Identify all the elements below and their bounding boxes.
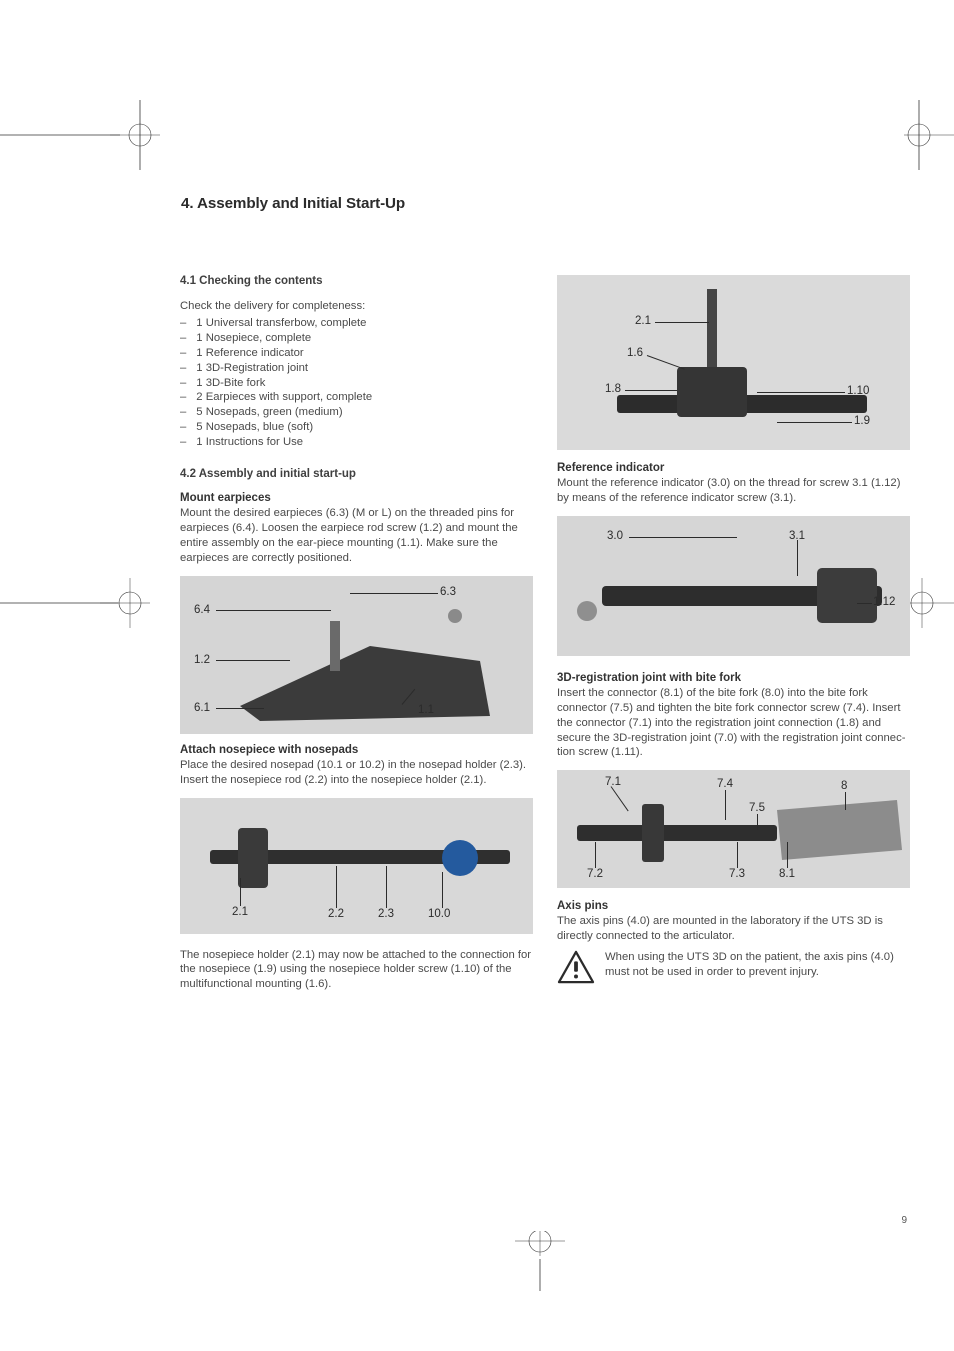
fig-label: 7.1: [605, 776, 621, 788]
heading-4-2: 4.2 Assembly and initial start-up: [180, 468, 533, 480]
list-item: 5 Nosepads, blue (soft): [180, 420, 533, 435]
figure-nosepiece: 2.1 2.2 2.3 10.0: [180, 798, 533, 934]
attach-nosepiece-heading: Attach nosepiece with nosepads: [180, 744, 533, 756]
fig-label: 1.8: [605, 383, 621, 395]
fig-label: 2.1: [635, 315, 651, 327]
fig-label: 7.5: [749, 802, 765, 814]
reference-indicator-heading: Reference indicator: [557, 462, 910, 474]
check-intro: Check the delivery for completeness:: [180, 299, 533, 314]
crop-mark-left: [0, 100, 160, 170]
fig-label: 1.10: [847, 385, 869, 397]
crop-mark-left-mid: [0, 573, 150, 633]
fig-label: 1.12: [873, 596, 895, 608]
fig-label: 1.1: [418, 704, 434, 716]
axis-pins-heading: Axis pins: [557, 900, 910, 912]
fig-label: 8.1: [779, 868, 795, 880]
list-item: 2 Earpieces with support, complete: [180, 390, 533, 405]
warning-icon: [557, 950, 595, 984]
warning-block: When using the UTS 3D on the patient, th…: [557, 950, 910, 984]
fig-label: 3.0: [607, 530, 623, 542]
fig-label: 10.0: [428, 908, 450, 920]
fig-label: 7.3: [729, 868, 745, 880]
fig-label: 1.9: [854, 415, 870, 427]
list-item: 1 Nosepiece, complete: [180, 331, 533, 346]
crop-mark-bottom: [320, 1231, 760, 1291]
registration-joint-text: Insert the connector (8.1) of the bite f…: [557, 686, 910, 761]
warning-text: When using the UTS 3D on the patient, th…: [605, 950, 910, 980]
fig-label: 1.2: [194, 654, 210, 666]
attach-nosepiece-text: Place the desired nosepad (10.1 or 10.2)…: [180, 758, 533, 788]
mount-earpieces-heading: Mount earpieces: [180, 492, 533, 504]
reference-indicator-text: Mount the reference indicator (3.0) on t…: [557, 476, 910, 506]
left-column: 4.1 Checking the contents Check the deli…: [180, 275, 533, 994]
fig-label: 6.3: [440, 586, 456, 598]
list-item: 1 3D-Bite fork: [180, 376, 533, 391]
fig-label: 2.3: [378, 908, 394, 920]
list-item: 5 Nosepads, green (medium): [180, 405, 533, 420]
figure-reference-indicator: 3.0 3.1 1.12: [557, 516, 910, 656]
fig-label: 7.2: [587, 868, 603, 880]
fig-label: 8: [841, 780, 847, 792]
axis-pins-text: The axis pins (4.0) are mounted in the l…: [557, 914, 910, 944]
crop-mark-right: [904, 100, 954, 170]
contents-list: 1 Universal transferbow, complete 1 Nose…: [180, 316, 533, 450]
mount-earpieces-text: Mount the desired earpieces (6.3) (M or …: [180, 506, 533, 566]
figure-registration-joint: 7.1 7.4 8 7.5 7.2 7.3 8.1: [557, 770, 910, 888]
figure-earpieces: 6.4 6.3 1.2 6.1 1.1: [180, 576, 533, 734]
fig-label: 7.4: [717, 778, 733, 790]
list-item: 1 Universal transferbow, complete: [180, 316, 533, 331]
fig-label: 2.2: [328, 908, 344, 920]
fig-label: 6.1: [194, 702, 210, 714]
registration-joint-heading: 3D-registration joint with bite fork: [557, 672, 910, 684]
list-item: 1 3D-Registration joint: [180, 361, 533, 376]
section-title: 4. Assembly and Initial Start-Up: [181, 195, 405, 212]
list-item: 1 Instructions for Use: [180, 435, 533, 450]
fig-label: 6.4: [194, 604, 210, 616]
page: 4. Assembly and Initial Start-Up 4.1 Che…: [0, 0, 954, 1351]
nosepiece-holder-text: The nosepiece holder (2.1) may now be at…: [180, 948, 533, 993]
fig-label: 1.6: [627, 347, 643, 359]
figure-multifunctional-mounting: 2.1 1.6 1.8 1.10 1.9: [557, 275, 910, 450]
page-number: 9: [901, 1215, 907, 1226]
crop-mark-right-mid: [904, 573, 954, 633]
list-item: 1 Reference indicator: [180, 346, 533, 361]
right-column: 2.1 1.6 1.8 1.10 1.9 Reference indicator…: [557, 275, 910, 994]
heading-4-1: 4.1 Checking the contents: [180, 275, 533, 287]
fig-label: 2.1: [232, 906, 248, 918]
